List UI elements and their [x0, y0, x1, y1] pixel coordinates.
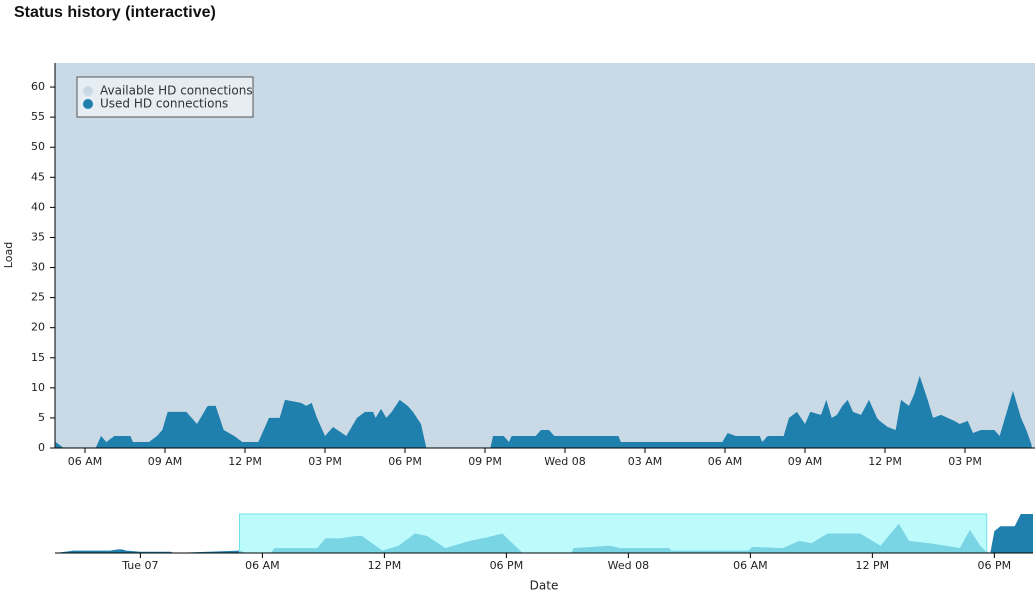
y-tick-label: 45 [31, 170, 45, 183]
y-tick-label: 0 [38, 441, 45, 454]
x-tick-label: 03 PM [308, 455, 342, 468]
y-tick-label: 5 [38, 411, 45, 424]
brush-selection[interactable] [239, 513, 988, 554]
area [55, 375, 1032, 448]
x-tick-label: 12 PM [368, 559, 402, 572]
y-tick-label: 50 [31, 140, 45, 153]
y-axis-label: Load [2, 242, 15, 268]
x-tick-label: 06 AM [68, 455, 103, 468]
x-tick-label: 03 PM [948, 455, 982, 468]
x-tick-label: 12 PM [228, 455, 262, 468]
y-tick-label: 40 [31, 200, 45, 213]
y-tick-label: 10 [31, 381, 45, 394]
y-tick-label: 25 [31, 291, 45, 304]
x-tick-label: Wed 08 [544, 455, 585, 468]
y-tick-label: 55 [31, 110, 45, 123]
y-tick-label: 15 [31, 351, 45, 364]
legend-label: Available HD connections [100, 84, 253, 98]
x-tick-label: Tue 07 [121, 559, 158, 572]
y-tick-label: 20 [31, 321, 45, 334]
legend-marker [83, 86, 93, 96]
x-tick-label: 06 PM [490, 559, 524, 572]
x-tick-label: 06 AM [245, 559, 280, 572]
x-tick-label: 12 PM [868, 455, 902, 468]
legend-label: Used HD connections [100, 97, 228, 111]
x-tick-label: 09 AM [788, 455, 823, 468]
x-tick-label: 06 AM [733, 559, 768, 572]
x-axis-label: Date [530, 579, 559, 593]
legend-box [76, 76, 254, 118]
chart-title: Status history (interactive) [14, 4, 216, 21]
x-tick-label: 09 AM [148, 455, 183, 468]
x-tick-label: 12 PM [856, 559, 890, 572]
x-tick-label: 09 PM [468, 455, 502, 468]
x-tick-label: 03 AM [628, 455, 663, 468]
x-tick-label: 06 AM [708, 455, 743, 468]
x-tick-label: Wed 08 [608, 559, 649, 572]
legend-marker [83, 99, 93, 109]
y-tick-label: 30 [31, 261, 45, 274]
area [55, 63, 1035, 448]
x-tick-label: 06 PM [388, 455, 422, 468]
y-tick-label: 60 [31, 80, 45, 93]
y-tick-label: 35 [31, 230, 45, 243]
x-tick-label: 06 PM [978, 559, 1012, 572]
